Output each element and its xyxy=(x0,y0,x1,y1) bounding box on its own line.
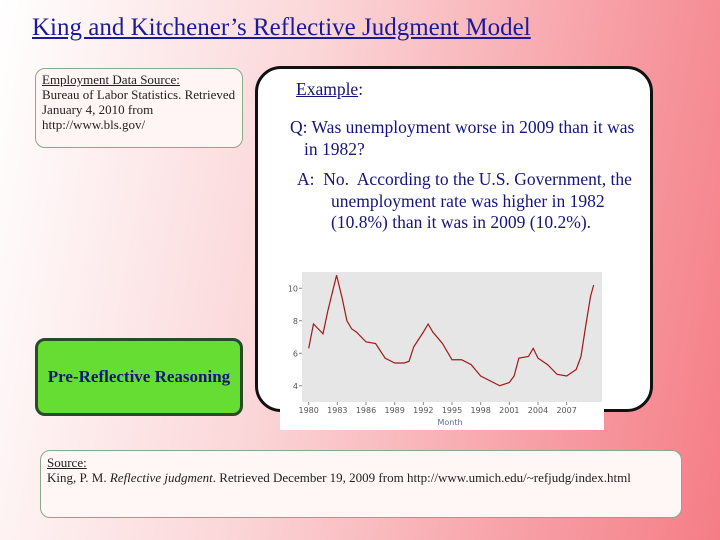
reference-rest: . Retrieved December 19, 2009 from http:… xyxy=(212,470,631,485)
x-tick-label: 1980 xyxy=(299,406,319,415)
x-tick-label: 1992 xyxy=(413,406,433,415)
answer: A: No. According to the U.S. Government,… xyxy=(297,169,637,232)
example-word: Example xyxy=(296,79,359,99)
x-axis-label: Month xyxy=(437,418,462,427)
plot-area xyxy=(302,272,602,402)
y-tick-label: 6 xyxy=(293,349,298,358)
data-source-heading: Employment Data Source: xyxy=(42,72,180,87)
x-tick-label: 1986 xyxy=(356,406,376,415)
reference-heading: Source: xyxy=(47,455,87,470)
title: King and Kitchener’s Reflective Judgment… xyxy=(32,14,531,41)
y-tick-label: 8 xyxy=(293,317,298,326)
y-tick-label: 10 xyxy=(288,284,298,293)
chart: Month 4 6 8 10 1980 1983 1986 1989 1992 1995 1998 2… xyxy=(280,262,604,430)
series-line xyxy=(308,275,595,387)
y-tick-label: 4 xyxy=(293,382,298,391)
reference-box: Source: King, P. M. Reflective judgment.… xyxy=(40,450,682,518)
x-tick-label: 2001 xyxy=(499,406,519,415)
x-tick-label: 2007 xyxy=(556,406,576,415)
x-tick-label: 1989 xyxy=(384,406,404,415)
x-tick-label: 1983 xyxy=(327,406,347,415)
x-tick-label: 1998 xyxy=(470,406,490,415)
reference-text: King, P. M. Reflective judgment. Retriev… xyxy=(47,470,675,485)
x-tick-label: 2004 xyxy=(528,406,548,415)
x-tick-label: 1995 xyxy=(442,406,462,415)
data-source-box: Employment Data Source: Bureau of Labor … xyxy=(35,68,243,148)
question: Q: Was unemployment worse in 2009 than i… xyxy=(290,117,635,159)
stage-label: Pre-Reflective Reasoning xyxy=(47,367,231,386)
reference-author: King, P. M. xyxy=(47,470,107,485)
example-label: Example: xyxy=(296,79,363,100)
data-source-text: Bureau of Labor Statistics. Retrieved Ja… xyxy=(42,87,236,132)
stage-box: Pre-Reflective Reasoning xyxy=(35,338,243,416)
example-colon: : xyxy=(358,79,364,99)
reference-title: Reflective judgment xyxy=(109,470,213,485)
